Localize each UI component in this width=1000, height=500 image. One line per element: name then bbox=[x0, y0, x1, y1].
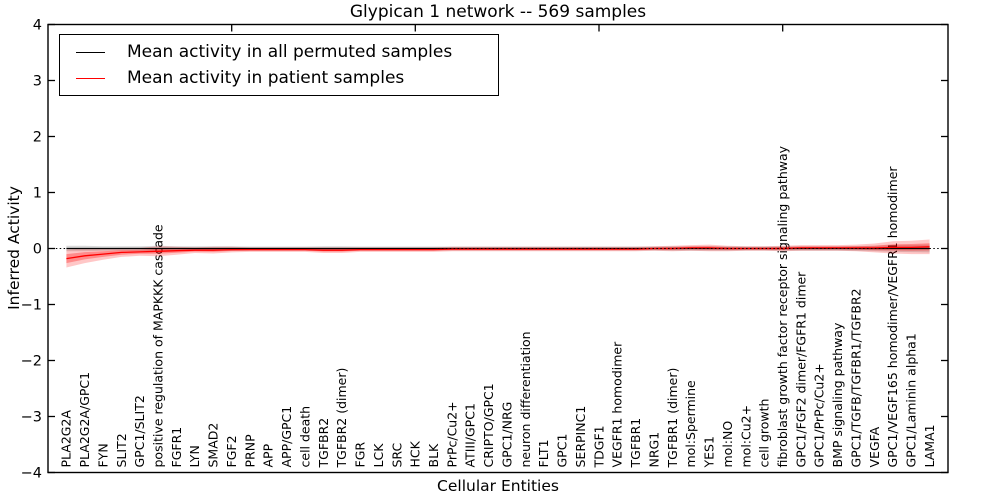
x-tick-label: SMAD2 bbox=[206, 423, 221, 468]
x-tick-label: TGFBR1 (dimer) bbox=[665, 368, 680, 469]
x-tick-label: HCK bbox=[408, 440, 423, 467]
x-tick-labels: PLA2G2A PLA2G2A/GPC1 FYN SLIT2 GPC1/SLIT2 pos… bbox=[59, 145, 937, 468]
x-tick-label: SRC bbox=[389, 443, 404, 468]
x-ticks-top bbox=[231, 24, 784, 32]
x-tick-label: CRIPTO/GPC1 bbox=[481, 383, 496, 467]
x-tick-label: SERPINC1 bbox=[573, 406, 588, 468]
x-tick-label: FYN bbox=[95, 443, 110, 467]
y-tick-labels: 4 3 2 1 0 −1 −2 −3 −4 bbox=[21, 18, 42, 482]
x-tick-label: TGFBR2 (dimer) bbox=[334, 368, 349, 469]
x-tick-label: LAMA1 bbox=[922, 424, 937, 467]
x-tick-label: VEGFR1 homodimer bbox=[610, 341, 625, 468]
x-tick-label: ATIII/GPC1 bbox=[463, 403, 478, 467]
x-tick-label: PrPc/Cu2+ bbox=[444, 401, 459, 467]
x-tick-label: APP bbox=[261, 443, 276, 467]
x-tick-label: mol:Spermine bbox=[683, 380, 698, 468]
x-tick-label: TGFBR1 bbox=[628, 418, 643, 469]
x-tick-label: LYN bbox=[187, 445, 202, 467]
x-tick-label: GPC1/TGFB/TGFBR1/TGFBR2 bbox=[849, 288, 864, 467]
x-tick-label: GPC1/VEGF165 homodimer/VEGFR1 homodimer bbox=[885, 166, 900, 468]
legend-label-permuted: Mean activity in all permuted samples bbox=[127, 42, 453, 62]
x-tick-label: LCK bbox=[371, 443, 386, 468]
x-tick-label: cell growth bbox=[757, 399, 772, 468]
x-tick-label: PLA2G2A bbox=[59, 410, 74, 468]
x-tick-label: FGF2 bbox=[224, 435, 239, 467]
patient-band-outer bbox=[66, 239, 930, 268]
x-axis-label: Cellular Entities bbox=[437, 477, 559, 495]
x-tick-label: NRG1 bbox=[646, 432, 661, 468]
y-tick-label: −1 bbox=[21, 298, 42, 314]
x-tick-label: GPC1/NRG bbox=[500, 402, 515, 468]
y-tick-label: 3 bbox=[33, 74, 42, 90]
x-tick-label: PLA2G2A/GPC1 bbox=[77, 372, 92, 468]
x-tick-label: GPC1/Laminin alpha1 bbox=[904, 333, 919, 467]
x-tick-label: TDGF1 bbox=[591, 425, 606, 468]
x-tick-label: FLT1 bbox=[536, 439, 551, 467]
x-tick-label: GPC1 bbox=[555, 434, 570, 468]
y-tick-label: −4 bbox=[21, 466, 42, 482]
x-tick-label: GPC1/PrPc/Cu2+ bbox=[812, 363, 827, 467]
chart-title: Glypican 1 network -- 569 samples bbox=[349, 2, 647, 22]
x-tick-label: GPC1/FGF2 dimer/FGFR1 dimer bbox=[793, 271, 808, 468]
x-tick-label: mol:Cu2+ bbox=[738, 405, 753, 468]
legend-label-patient: Mean activity in patient samples bbox=[127, 68, 405, 88]
legend-item-permuted: Mean activity in all permuted samples bbox=[76, 42, 498, 62]
x-tick-label: cell death bbox=[297, 406, 312, 468]
y-tick-label: −2 bbox=[21, 354, 42, 370]
y-tick-label: −3 bbox=[21, 410, 42, 426]
x-tick-label: neuron differentiation bbox=[518, 331, 533, 467]
x-tick-label: BLK bbox=[426, 443, 441, 468]
y-tick-label: 2 bbox=[33, 130, 42, 146]
legend-red-line-swatch bbox=[76, 77, 105, 79]
x-tick-label: mol:NO bbox=[720, 421, 735, 468]
x-tick-label: TGFBR2 bbox=[316, 418, 331, 469]
x-tick-label: SLIT2 bbox=[114, 433, 129, 467]
x-tick-label: fibroblast growth factor receptor signal… bbox=[775, 145, 790, 467]
x-tick-label: FGR bbox=[353, 442, 368, 468]
legend-black-line-swatch bbox=[76, 51, 105, 53]
legend: Mean activity in all permuted samples Me… bbox=[59, 34, 499, 96]
y-tick-label: 4 bbox=[33, 18, 42, 34]
x-tick-label: positive regulation of MAPKKK cascade bbox=[151, 224, 166, 467]
y-tick-label: 1 bbox=[33, 186, 42, 202]
x-tick-label: YES1 bbox=[702, 436, 717, 468]
x-tick-label: VEGFA bbox=[867, 426, 882, 467]
x-tick-label: APP/GPC1 bbox=[279, 406, 294, 468]
x-tick-label: FGFR1 bbox=[169, 427, 184, 468]
y-tick-label: 0 bbox=[33, 242, 42, 258]
y-ticks bbox=[48, 23, 948, 474]
x-tick-label: GPC1/SLIT2 bbox=[132, 395, 147, 467]
x-tick-label: PRNP bbox=[242, 434, 257, 468]
x-tick-label: BMP signaling pathway bbox=[830, 322, 845, 467]
legend-item-patient: Mean activity in patient samples bbox=[76, 68, 498, 88]
